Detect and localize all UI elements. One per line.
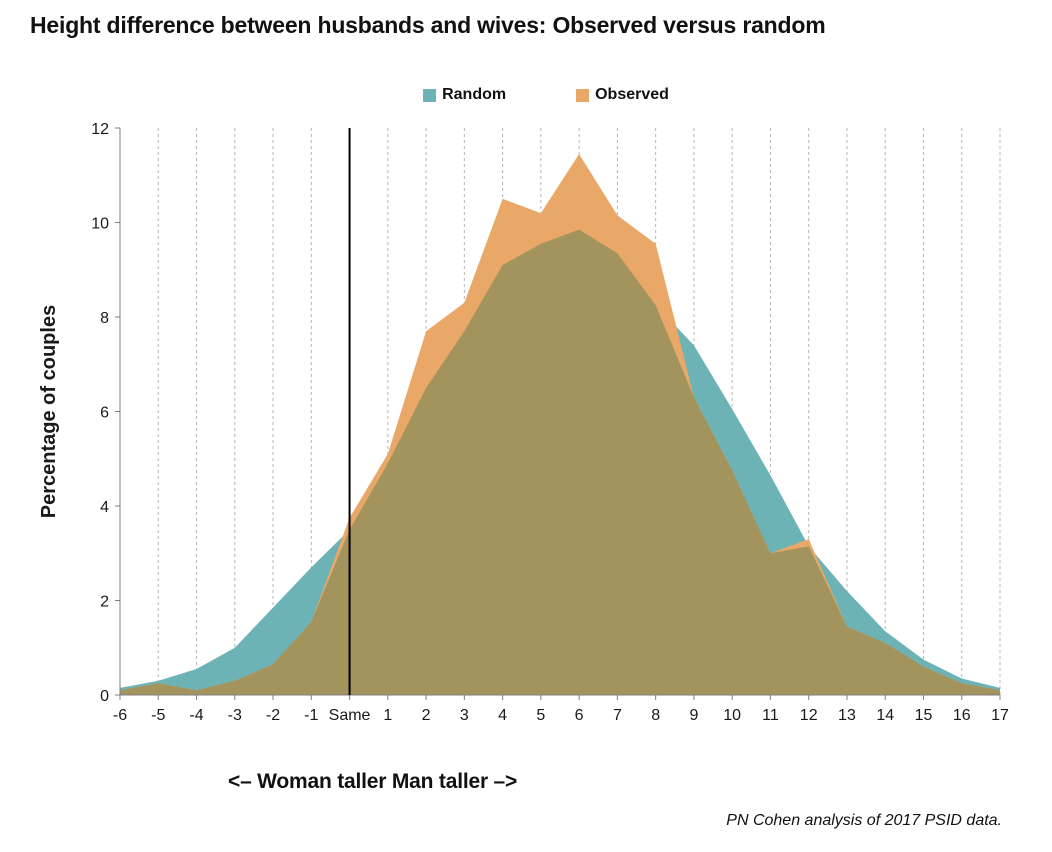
y-tick-label: 0 xyxy=(100,688,109,705)
x-tick-label: -4 xyxy=(189,707,203,724)
y-tick-label: 6 xyxy=(100,405,109,422)
x-tick-label: 6 xyxy=(575,707,584,724)
area-chart: -6 -5 -4 -3 -2 -1 Same 1 2 3 4 5 6 7 8 9 10 11 12 13 14 15 16 1… xyxy=(38,121,1009,724)
overlap-area xyxy=(120,229,1000,695)
x-tick-label: 3 xyxy=(460,707,469,724)
x-tick-label: 5 xyxy=(536,707,545,724)
legend-item-observed: Observed xyxy=(576,86,669,104)
x-tick-label: -1 xyxy=(304,707,318,724)
source-note: PN Cohen analysis of 2017 PSID data. xyxy=(726,812,1002,829)
legend-swatch-random-icon xyxy=(423,88,437,102)
x-tick-label: -3 xyxy=(228,707,242,724)
x-tick-label: 17 xyxy=(991,707,1009,724)
y-tick-label: 12 xyxy=(91,121,109,138)
x-tick-label: 9 xyxy=(689,707,698,724)
x-tick-label: 12 xyxy=(800,707,818,724)
x-tick-label: -5 xyxy=(151,707,165,724)
x-tick-label: -6 xyxy=(113,707,127,724)
y-tick-label: 2 xyxy=(100,594,109,611)
x-tick-label: 8 xyxy=(651,707,660,724)
y-tick-label: 10 xyxy=(91,216,109,233)
legend-label-random: Random xyxy=(442,86,507,103)
x-tick-label: 13 xyxy=(838,707,856,724)
x-tick-label: 11 xyxy=(762,707,779,724)
x-tick-label: 15 xyxy=(915,707,933,724)
x-tick-label: 4 xyxy=(498,707,507,724)
x-tick-label: 14 xyxy=(876,707,894,724)
x-axis-annotation: <– Woman taller Man taller –> xyxy=(228,770,518,793)
x-tick-label: 2 xyxy=(422,707,431,724)
chart-title: Height difference between husbands and w… xyxy=(30,12,826,38)
x-tick-label: -2 xyxy=(266,707,280,724)
legend: Random Observed xyxy=(0,86,1052,104)
x-tick-label: 1 xyxy=(383,707,392,724)
legend-swatch-observed-icon xyxy=(576,88,590,102)
legend-item-random: Random xyxy=(423,86,506,104)
x-tick-label: Same xyxy=(329,707,371,724)
x-tick-label: 10 xyxy=(723,707,741,724)
x-tick-label: 7 xyxy=(613,707,622,724)
y-tick-label: 4 xyxy=(100,499,109,516)
y-tick-label: 8 xyxy=(100,310,109,327)
y-axis-title: Percentage of couples xyxy=(38,305,60,518)
x-tick-label: 16 xyxy=(953,707,971,724)
legend-label-observed: Observed xyxy=(595,86,669,103)
